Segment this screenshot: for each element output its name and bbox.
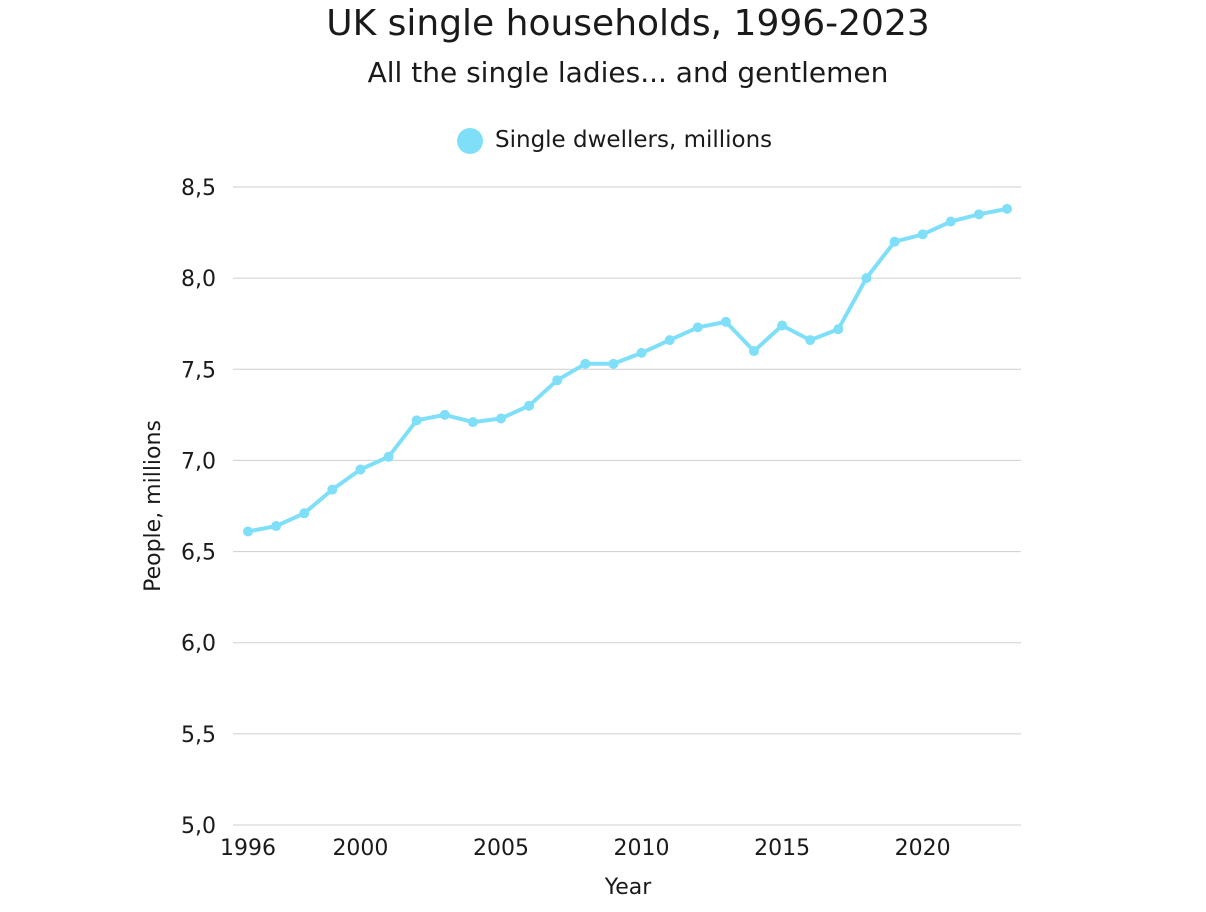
- legend-marker: [457, 128, 483, 154]
- y-tick-label: 7,0: [181, 449, 216, 474]
- data-point: [664, 335, 675, 346]
- x-tick-label: 2015: [754, 836, 810, 861]
- y-tick-label: 8,0: [181, 267, 216, 292]
- x-tick-label: 2010: [614, 836, 670, 861]
- data-point: [720, 316, 731, 327]
- x-axis-label: Year: [604, 875, 653, 900]
- data-point: [383, 451, 394, 462]
- data-point: [692, 322, 703, 333]
- data-point: [805, 335, 816, 346]
- data-point: [552, 375, 563, 386]
- x-tick-label: 1996: [220, 836, 276, 861]
- x-tick-label: 2000: [332, 836, 388, 861]
- y-tick-label: 8,5: [181, 176, 216, 201]
- x-tick-label: 2020: [895, 836, 951, 861]
- data-point: [580, 358, 591, 369]
- y-tick-label: 5,0: [181, 814, 216, 839]
- chart-subtitle: All the single ladies... and gentlemen: [368, 56, 889, 89]
- data-point: [861, 273, 872, 284]
- data-point: [973, 209, 984, 220]
- data-point: [833, 324, 844, 335]
- gridlines: [233, 186, 1021, 826]
- data-point: [467, 417, 478, 428]
- data-point: [411, 415, 422, 426]
- data-point: [636, 347, 647, 358]
- legend: Single dwellers, millions: [457, 127, 772, 154]
- y-tick-label: 6,0: [181, 632, 216, 657]
- data-point: [749, 346, 759, 357]
- y-axis-label: People, millions: [141, 420, 166, 592]
- data-point: [299, 508, 310, 519]
- data-point: [1002, 203, 1012, 214]
- data-point: [777, 320, 788, 331]
- chart-title: UK single households, 1996-2023: [326, 3, 930, 44]
- data-point: [917, 229, 928, 240]
- y-tick-label: 7,5: [181, 358, 216, 383]
- data-point: [608, 358, 619, 369]
- data-point: [496, 413, 506, 424]
- y-tick-label: 6,5: [181, 541, 216, 566]
- y-axis-ticks: 5,0 5,5 6,0 6,5 7,0 7,5 8,0 8,5: [181, 176, 216, 839]
- data-point: [945, 216, 956, 227]
- x-tick-label: 2005: [473, 836, 529, 861]
- x-axis-ticks: 1996 2000 2005 2010 2015 2020: [220, 836, 951, 861]
- legend-label: Single dwellers, millions: [495, 127, 772, 153]
- series-line: [246, 206, 1009, 534]
- data-point: [327, 484, 338, 495]
- data-point: [355, 464, 366, 475]
- data-point: [271, 521, 282, 532]
- data-point: [524, 400, 535, 411]
- y-tick-label: 5,5: [181, 723, 216, 748]
- data-point: [439, 409, 450, 420]
- data-point: [889, 236, 900, 247]
- series-group: [243, 203, 1012, 537]
- data-point: [243, 526, 253, 537]
